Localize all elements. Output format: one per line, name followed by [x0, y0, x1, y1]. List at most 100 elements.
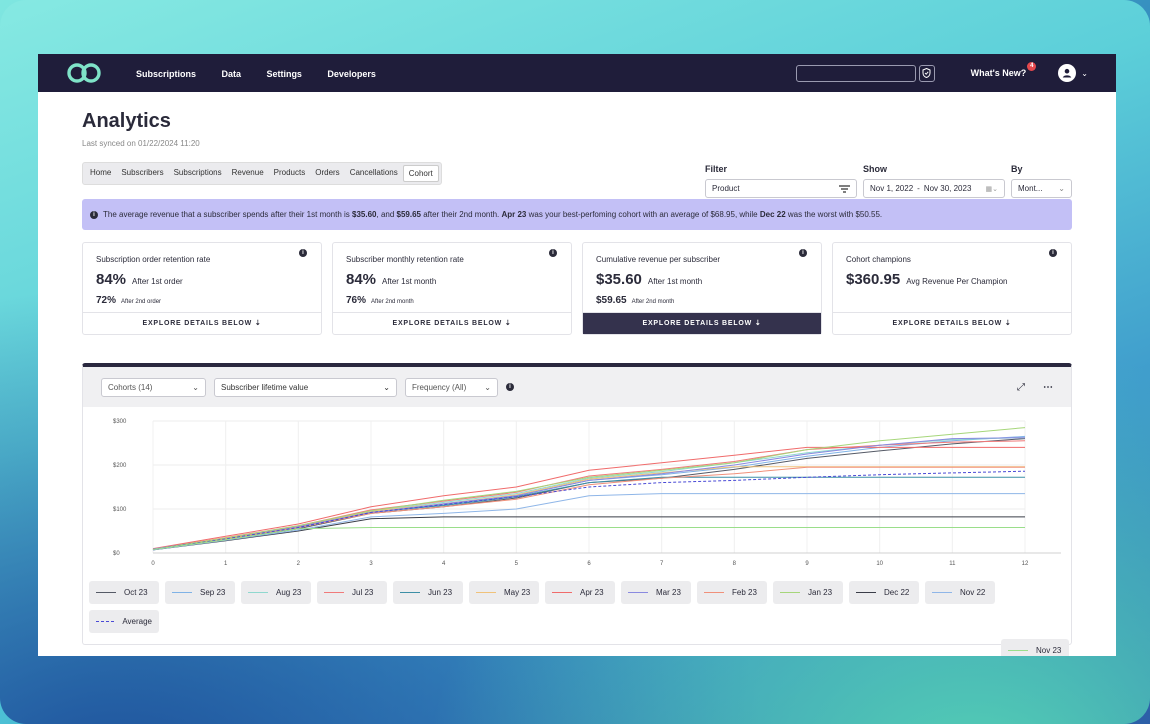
- calendar-icon: ▦⌄: [985, 185, 998, 193]
- legend-label: Dec 22: [884, 588, 910, 597]
- nav-subscriptions[interactable]: Subscriptions: [136, 69, 197, 79]
- card-title: Cohort champions: [846, 255, 911, 264]
- chart-legend: Oct 23 Sep 23 Aug 23 Jul 23 Jun 23 May 23 Apr …: [89, 581, 1069, 656]
- explore-details-button[interactable]: EXPLORE DETAILS BELOW ⇣: [83, 312, 321, 334]
- avatar[interactable]: [1058, 64, 1077, 82]
- legend-item-may-23[interactable]: May 23: [469, 581, 539, 604]
- legend-label: Nov 23: [1036, 646, 1062, 655]
- legend-item-apr-23[interactable]: Apr 23: [545, 581, 615, 604]
- x-tick-label: 4: [442, 561, 446, 567]
- nav-developers[interactable]: Developers: [327, 69, 376, 79]
- series-line-average: [152, 470, 1026, 550]
- x-tick-label: 2: [297, 561, 301, 567]
- legend-swatch: [628, 592, 648, 593]
- card-value-caption: After 1st month: [382, 277, 437, 286]
- expand-icon[interactable]: ⤢: [1017, 381, 1025, 393]
- x-tick-label: 5: [515, 561, 519, 567]
- legend-label: Oct 23: [124, 588, 148, 597]
- nav-data[interactable]: Data: [221, 69, 241, 79]
- series-line-mar-23: [152, 437, 1026, 550]
- info-icon[interactable]: i: [506, 383, 514, 391]
- explore-details-button[interactable]: EXPLORE DETAILS BELOW ⇣: [333, 312, 571, 334]
- legend-swatch: [248, 592, 268, 593]
- tab-subscribers[interactable]: Subscribers: [121, 168, 164, 177]
- legend-item-nov-23[interactable]: Nov 23: [1001, 639, 1069, 656]
- tab-subscriptions[interactable]: Subscriptions: [173, 168, 222, 177]
- metric-select[interactable]: Subscriber lifetime value ⌄: [214, 377, 397, 397]
- info-icon[interactable]: i: [799, 249, 807, 257]
- card-secondary-caption: After 2nd month: [631, 299, 675, 305]
- nav-settings[interactable]: Settings: [266, 69, 302, 79]
- card-value: 84%: [346, 271, 377, 288]
- y-tick-label: $200: [113, 463, 127, 469]
- card-value: 84%: [96, 271, 127, 288]
- legend-label: Jul 23: [352, 588, 374, 597]
- card-value-caption: Avg Revenue Per Champion: [906, 277, 1008, 286]
- whats-new-label: What's New?: [970, 68, 1027, 78]
- x-tick-label: 10: [876, 561, 883, 567]
- date-to: Nov 30, 2023: [923, 184, 972, 193]
- legend-label: Nov 22: [960, 588, 986, 597]
- shield-icon[interactable]: [918, 64, 935, 82]
- legend-item-jul-23[interactable]: Jul 23: [317, 581, 387, 604]
- frequency-select[interactable]: Frequency (All) ⌄: [405, 377, 498, 397]
- legend-swatch: [476, 592, 496, 593]
- chevron-down-icon: ⌄: [1058, 184, 1065, 193]
- more-options-icon[interactable]: ⋯: [1043, 381, 1053, 393]
- legend-item-sep-23[interactable]: Sep 23: [165, 581, 235, 604]
- legend-item-oct-23[interactable]: Oct 23: [89, 581, 159, 604]
- cohorts-select[interactable]: Cohorts (14) ⌄: [101, 377, 206, 397]
- legend-label: Jan 23: [808, 588, 833, 597]
- y-tick-label: $100: [113, 507, 127, 513]
- legend-label: Average: [122, 617, 152, 626]
- legend-item-feb-23[interactable]: Feb 23: [697, 581, 767, 604]
- x-tick-label: 0: [151, 561, 155, 567]
- x-tick-label: 3: [369, 561, 373, 567]
- info-icon[interactable]: i: [1049, 249, 1057, 257]
- x-tick-label: 12: [1022, 561, 1029, 567]
- legend-label: Jun 23: [428, 588, 453, 597]
- top-navbar: Subscriptions Data Settings Developers W…: [38, 54, 1116, 92]
- filter-label: Filter: [705, 164, 728, 174]
- legend-item-average[interactable]: Average: [89, 610, 159, 633]
- legend-item-aug-23[interactable]: Aug 23: [241, 581, 311, 604]
- chevron-down-icon: ⌄: [383, 382, 390, 392]
- logo-icon[interactable]: [66, 62, 102, 84]
- app-window: Subscriptions Data Settings Developers W…: [38, 54, 1116, 656]
- legend-item-nov-22[interactable]: Nov 22: [925, 581, 995, 604]
- show-group: Show Nov 1, 2022 - Nov 30, 2023 ▦⌄: [863, 164, 1005, 198]
- page-title: Analytics: [82, 110, 171, 132]
- x-tick-label: 9: [805, 561, 809, 567]
- kpi-card-cumulative-revenue: Cumulative revenue per subscriber i $35.…: [582, 242, 822, 335]
- kpi-card-cohort-champions: Cohort champions i $360.95 Avg Revenue Pe…: [832, 242, 1072, 335]
- legend-item-dec-22[interactable]: Dec 22: [849, 581, 919, 604]
- info-icon[interactable]: i: [549, 249, 557, 257]
- legend-item-jun-23[interactable]: Jun 23: [393, 581, 463, 604]
- topbar-right: What's New? 4 ⌄: [795, 62, 1088, 82]
- series-line-apr-23: [152, 446, 1025, 550]
- x-tick-label: 7: [660, 561, 664, 567]
- tab-home[interactable]: Home: [90, 168, 112, 177]
- chart-toolbar: Cohorts (14) ⌄ Subscriber lifetime value ⌄…: [83, 367, 1071, 407]
- info-icon[interactable]: i: [299, 249, 307, 257]
- tab-orders[interactable]: Orders: [315, 168, 340, 177]
- x-tick-label: 11: [949, 561, 956, 567]
- chevron-down-icon[interactable]: ⌄: [1081, 68, 1088, 78]
- search-input[interactable]: [795, 64, 916, 82]
- legend-swatch: [1008, 650, 1028, 651]
- legend-item-jan-23[interactable]: Jan 23: [773, 581, 843, 604]
- explore-details-button[interactable]: EXPLORE DETAILS BELOW ⇣: [833, 312, 1071, 334]
- explore-details-button[interactable]: EXPLORE DETAILS BELOW ⇣: [583, 312, 821, 334]
- tab-revenue[interactable]: Revenue: [231, 168, 264, 177]
- filter-value: Product: [712, 184, 740, 193]
- tab-products[interactable]: Products: [273, 168, 306, 177]
- insight-banner: i The average revenue that a subscriber …: [82, 199, 1072, 230]
- tab-cohort[interactable]: Cohort: [402, 165, 439, 182]
- tab-cancellations[interactable]: Cancellations: [349, 168, 398, 177]
- by-select[interactable]: Mont... ⌄: [1011, 179, 1072, 198]
- whats-new-link[interactable]: What's New? 4: [970, 62, 1037, 78]
- main-nav: Subscriptions Data Settings Developers: [136, 64, 397, 82]
- date-range-picker[interactable]: Nov 1, 2022 - Nov 30, 2023 ▦⌄: [863, 179, 1005, 198]
- filter-select[interactable]: Product: [705, 179, 857, 198]
- legend-item-mar-23[interactable]: Mar 23: [621, 581, 691, 604]
